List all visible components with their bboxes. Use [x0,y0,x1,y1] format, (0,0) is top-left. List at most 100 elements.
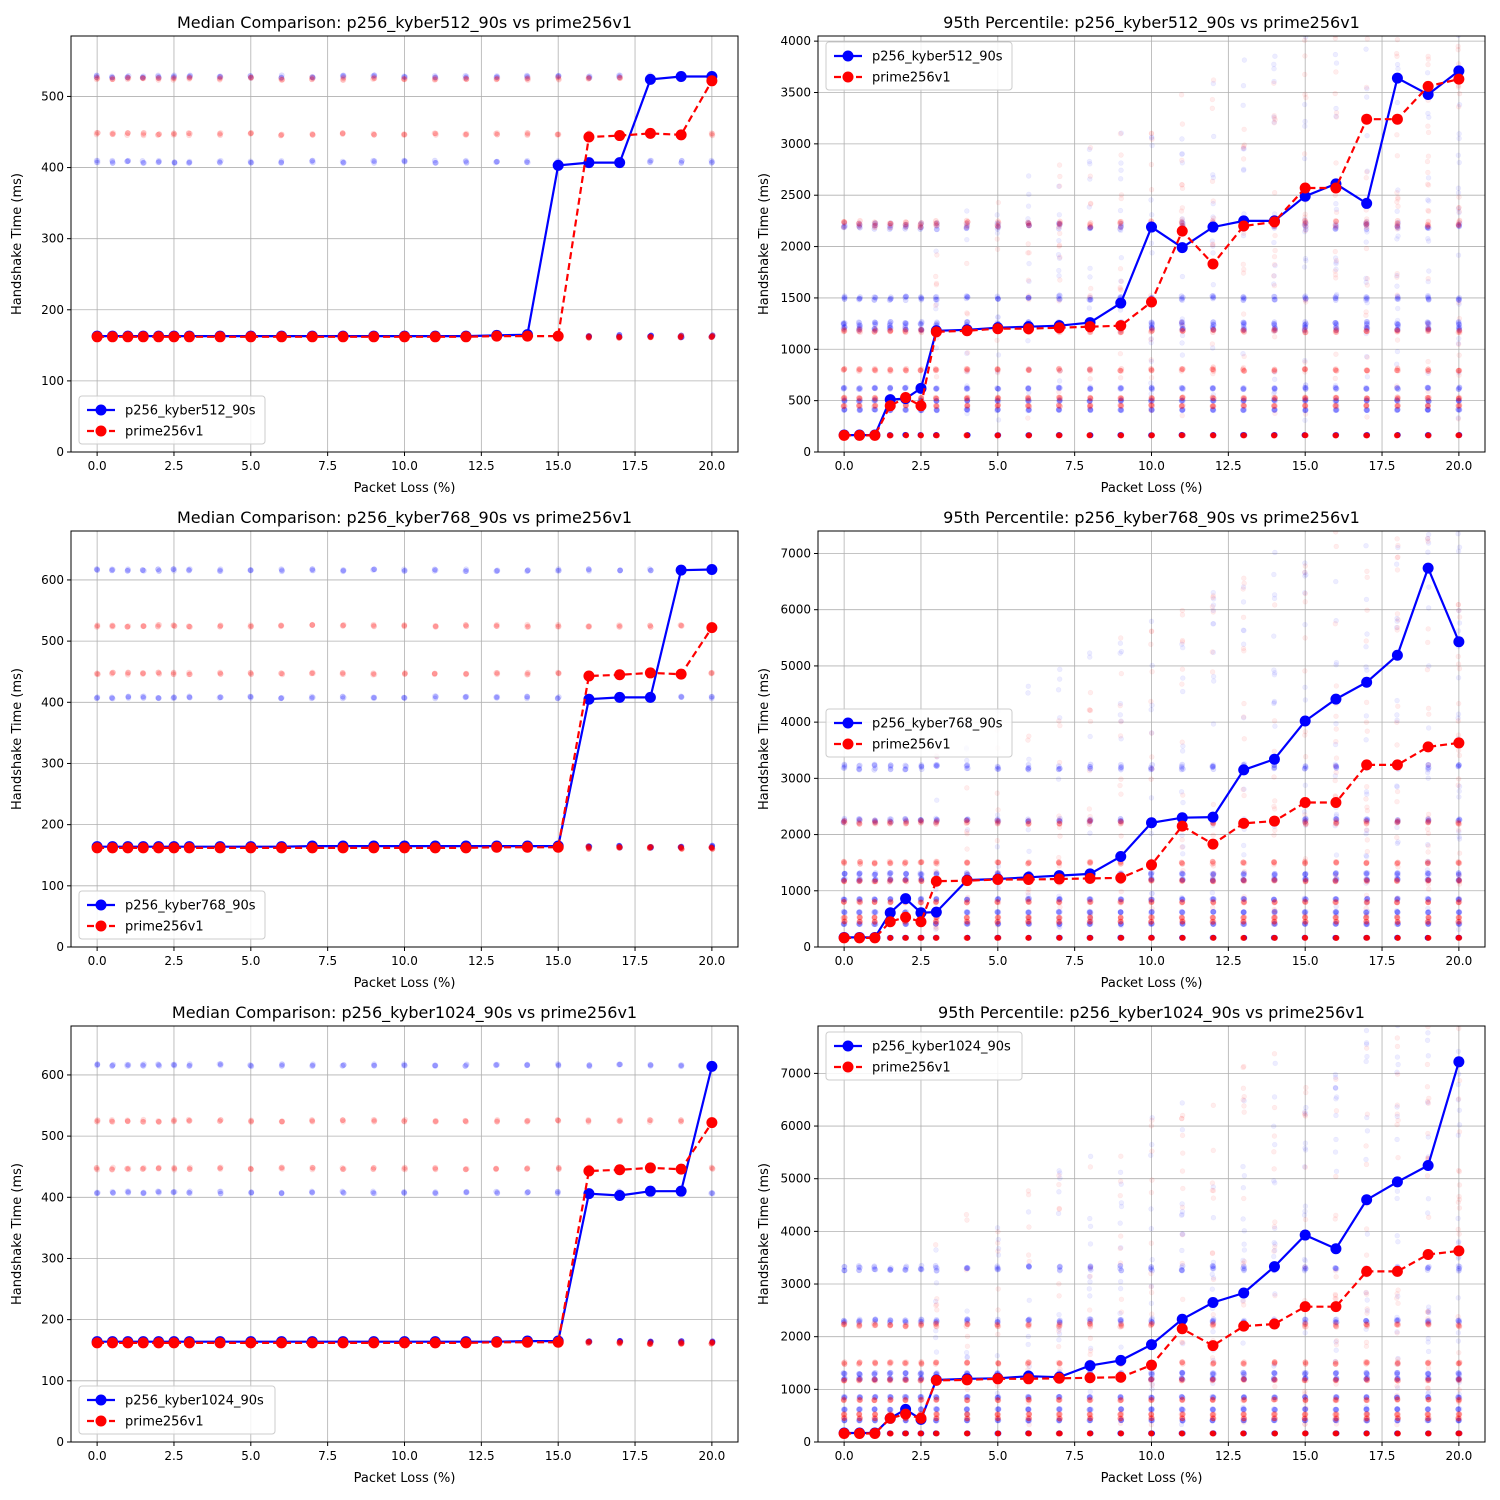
sample-point [1272,247,1278,254]
sample-point [524,73,531,80]
sample-point [995,394,1001,400]
sample-point [964,406,971,413]
sample-point [964,397,971,404]
sample-point [918,432,924,439]
x-tick-label: 12.5 [468,954,495,968]
sample-point [933,248,939,254]
sample-point [93,74,100,80]
sample-point [1148,432,1155,439]
sample-point [1456,18,1461,23]
x-tick-label: 10.0 [1138,459,1165,473]
sample-point [310,74,316,81]
x-tick-label: 15.0 [545,954,572,968]
sample-point [1055,384,1062,391]
sample-point [994,934,1001,941]
sample-point [857,859,863,865]
sample-point [1086,146,1093,153]
sample-point [841,406,848,413]
sample-point [1148,161,1155,168]
sample-point [462,694,469,701]
sample-point [1025,737,1031,743]
sample-point [1395,203,1401,209]
sample-point [1425,388,1431,395]
sample-point [1117,432,1124,439]
sample-point [964,260,970,267]
sample-point [677,334,684,341]
sample-point [964,394,971,401]
sample-point [917,320,924,327]
sample-point [963,406,970,413]
sample-point [170,622,177,629]
sample-point [309,157,316,164]
sample-point [1455,386,1462,392]
sample-point [903,221,909,228]
sample-point [616,334,623,341]
sample-point [1086,366,1093,373]
sample-point [917,432,924,438]
sample-point [370,76,376,82]
sample-point [1456,402,1463,409]
sample-point [886,326,893,333]
sample-point [432,623,439,630]
sample-point [678,334,685,341]
sample-point [648,332,654,339]
x-tick-label: 20.0 [1446,459,1473,473]
sample-point [933,366,940,373]
sample-point [278,131,285,138]
sample-point [1456,367,1463,374]
sample-point [933,293,940,300]
sample-point [1087,274,1093,280]
sample-point [463,157,469,164]
sample-point [140,75,147,82]
sample-point [963,220,970,227]
sample-point [524,77,531,83]
sample-point [964,432,971,438]
sample-point [493,130,499,137]
sample-point [646,333,653,340]
sample-point [903,326,909,333]
sample-point [871,222,878,229]
sample-point [1302,359,1308,365]
sample-point [933,398,940,404]
sample-point [1394,153,1401,159]
sample-point [1179,340,1185,346]
sample-point [309,131,316,138]
sample-point [462,621,469,628]
sample-point [857,914,863,921]
sample-point [841,219,848,225]
sample-point [170,74,177,81]
sample-point [125,157,132,164]
sample-point [1241,320,1247,327]
sample-point [918,326,925,333]
series-point-prime [183,331,195,343]
sample-point [1303,382,1309,388]
legend-swatch-marker [95,425,107,437]
sample-point [994,225,1001,232]
y-tick-label: 0 [56,445,64,459]
sample-point [932,296,939,303]
sample-point [432,75,438,81]
sample-point [933,432,939,438]
sample-point [963,817,970,824]
sample-point [872,403,879,409]
sample-point [1180,867,1186,874]
sample-point [903,365,910,372]
sample-point [109,566,115,573]
sample-point [1025,394,1031,401]
sample-point [1087,385,1093,391]
chart-title: 95th Percentile: p256_kyber512_90s vs pr… [943,13,1360,33]
sample-point [964,310,970,316]
sample-point [1456,135,1462,142]
sample-point [1086,767,1093,774]
sample-point [431,72,438,79]
y-tick-label: 0 [56,940,64,954]
sample-point [1147,398,1154,404]
legend-box [78,395,266,445]
sample-point [887,366,894,373]
sample-point [886,322,893,328]
sample-point [677,334,684,340]
sample-point [1210,364,1216,371]
sample-point [872,294,879,301]
sample-point [1148,877,1154,883]
sample-point [1271,283,1278,289]
